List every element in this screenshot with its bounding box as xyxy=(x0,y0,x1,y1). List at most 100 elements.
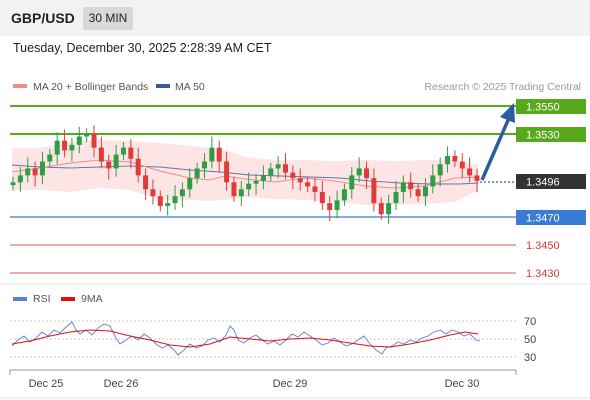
candle xyxy=(371,168,377,212)
candle-body xyxy=(91,133,97,148)
candle xyxy=(91,125,97,158)
candle-body xyxy=(408,182,414,190)
candle-body xyxy=(364,168,370,179)
candle xyxy=(393,180,399,211)
rsi-legend-swatch xyxy=(13,297,27,301)
ma20-legend-label: MA 20 + Bollinger Bands xyxy=(33,81,148,93)
candle xyxy=(98,136,104,169)
level-tag-bg xyxy=(516,210,586,225)
candle xyxy=(216,140,222,173)
candle-body xyxy=(209,147,215,162)
level-tag-text: 1.3470 xyxy=(526,213,560,225)
candle xyxy=(290,165,296,190)
level-tag-text: 1.3496 xyxy=(526,177,560,189)
candle-body xyxy=(39,161,45,176)
candle xyxy=(349,167,355,199)
candle xyxy=(253,173,259,195)
top-bar: GBP/USD 30 MIN xyxy=(0,0,590,36)
candle-body xyxy=(157,196,163,206)
level-tag-bg xyxy=(516,174,586,189)
candle-body xyxy=(268,168,274,176)
candle-body xyxy=(290,172,296,179)
candle-body xyxy=(275,164,281,169)
ma20-legend-swatch xyxy=(13,84,27,88)
x-label-dec30: Dec 30 xyxy=(445,378,480,390)
level-tag-bg xyxy=(516,99,586,114)
rsi-ma-line xyxy=(11,329,479,348)
candle xyxy=(47,149,53,168)
candle-body xyxy=(25,168,31,176)
candle-body xyxy=(150,189,156,197)
candle xyxy=(128,139,134,169)
candle-body xyxy=(415,189,421,197)
candle xyxy=(467,157,473,183)
candle-body xyxy=(128,147,134,159)
candle-body xyxy=(356,168,362,176)
candle-body xyxy=(10,182,16,186)
instrument-title: GBP/USD xyxy=(11,10,75,26)
candle-body xyxy=(319,192,325,204)
candle-body xyxy=(474,175,480,181)
candle xyxy=(201,153,207,179)
candle xyxy=(415,183,421,202)
candle xyxy=(194,162,200,184)
timeframe-button[interactable]: 30 MIN xyxy=(83,7,133,30)
candle xyxy=(209,136,215,169)
candle-body xyxy=(467,168,473,176)
candle xyxy=(76,126,82,154)
ma50-legend-label: MA 50 xyxy=(175,81,205,93)
candle-body xyxy=(297,178,303,183)
x-label-dec29: Dec 29 xyxy=(273,378,308,390)
candle-body xyxy=(378,203,384,215)
x-label-dec26: Dec 26 xyxy=(104,378,139,390)
candle xyxy=(319,180,325,211)
level-tag-text: 1.3530 xyxy=(526,130,560,142)
candle xyxy=(113,144,119,177)
candle-body xyxy=(135,158,141,176)
candle xyxy=(165,194,171,216)
candle xyxy=(54,132,60,165)
candle xyxy=(238,180,244,206)
candle-body xyxy=(253,180,259,184)
candle-body xyxy=(194,168,200,179)
candle-body xyxy=(283,164,289,173)
candle-body xyxy=(47,154,53,162)
candle xyxy=(341,183,347,206)
rsi-tick-70: 70 xyxy=(524,316,536,328)
level-tag-pivot: 1.3470 xyxy=(516,210,586,225)
support-label-2: 1.3430 xyxy=(526,268,560,280)
candle xyxy=(25,157,31,183)
candle xyxy=(157,190,163,212)
rsi-line xyxy=(11,321,481,356)
level-tag-bg xyxy=(516,127,586,142)
ma50-legend-swatch xyxy=(156,84,170,88)
candle xyxy=(179,182,185,208)
forecast-arrow-line xyxy=(480,117,511,181)
candle-body xyxy=(445,155,451,165)
candle-body xyxy=(334,200,340,211)
rsi-tick-30: 30 xyxy=(524,352,536,364)
candle-body xyxy=(113,154,119,169)
candle-body xyxy=(187,178,193,190)
candle xyxy=(231,176,237,202)
candle-body xyxy=(437,164,443,176)
candle xyxy=(275,155,281,179)
support-label-1: 1.3450 xyxy=(526,240,560,252)
candle xyxy=(120,142,126,161)
forecast-arrowhead xyxy=(500,103,515,123)
candle xyxy=(10,176,16,191)
candle xyxy=(297,168,303,191)
candle-body xyxy=(400,182,406,193)
candle xyxy=(62,129,68,158)
candle-body xyxy=(69,144,75,151)
rsi-ma-legend-label: 9MA xyxy=(81,293,103,305)
level-tag-last: 1.3496 xyxy=(516,174,586,189)
candle xyxy=(408,172,414,198)
candle-body xyxy=(143,175,149,190)
candle-body xyxy=(201,161,207,169)
candle xyxy=(356,157,362,183)
candle xyxy=(224,151,230,191)
candle-body xyxy=(327,203,333,211)
candle-body xyxy=(84,133,90,137)
